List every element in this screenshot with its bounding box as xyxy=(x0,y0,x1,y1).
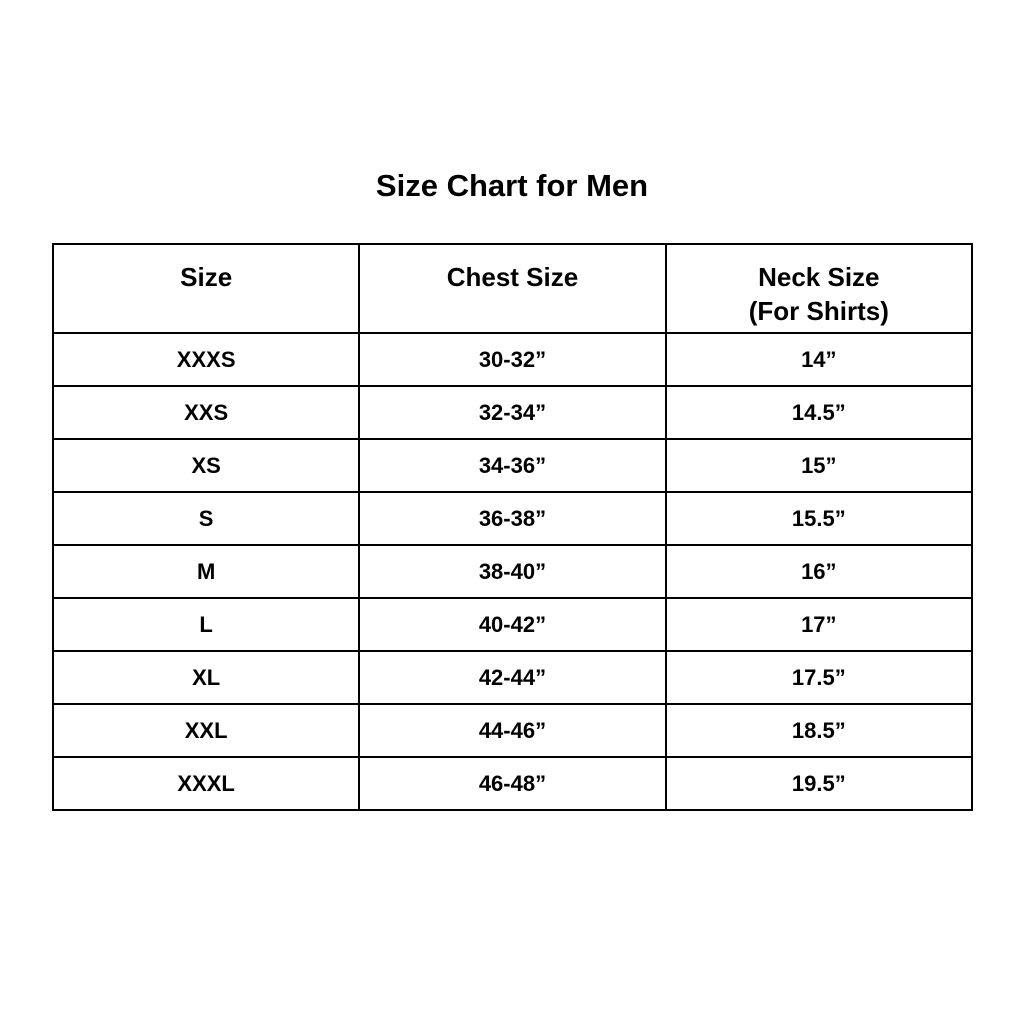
cell-neck-size: 17” xyxy=(664,597,974,652)
header-neck-size: Neck Size (For Shirts) xyxy=(664,243,974,334)
cell-neck-size: 19.5” xyxy=(664,756,974,811)
header-neck-size-label: Neck Size xyxy=(758,262,880,292)
table-row: XL 42-44” 17.5” xyxy=(51,650,974,705)
cell-chest-size: 38-40” xyxy=(358,544,667,599)
cell-chest-size: 42-44” xyxy=(358,650,667,705)
table-row: XS 34-36” 15” xyxy=(51,438,974,493)
cell-chest-size: 40-42” xyxy=(358,597,667,652)
table-row: XXL 44-46” 18.5” xyxy=(51,703,974,758)
cell-size: XXS xyxy=(51,385,361,440)
cell-size: XXXS xyxy=(51,332,361,387)
table-row: XXXL 46-48” 19.5” xyxy=(51,756,974,811)
cell-neck-size: 18.5” xyxy=(664,703,974,758)
cell-size: XXL xyxy=(51,703,361,758)
header-neck-size-note: (For Shirts) xyxy=(748,296,889,326)
cell-neck-size: 16” xyxy=(664,544,974,599)
page-title: Size Chart for Men xyxy=(375,168,649,203)
cell-neck-size: 15.5” xyxy=(664,491,974,546)
size-chart-table: Size Chest Size Neck Size (For Shirts) XX… xyxy=(51,243,974,811)
table-row: XXS 32-34” 14.5” xyxy=(51,385,974,440)
cell-chest-size: 34-36” xyxy=(358,438,667,493)
cell-chest-size: 32-34” xyxy=(358,385,667,440)
table-row: M 38-40” 16” xyxy=(51,544,974,599)
table-row: L 40-42” 17” xyxy=(51,597,974,652)
cell-size: XL xyxy=(51,650,361,705)
header-size: Size xyxy=(51,243,361,334)
table-row: XXXS 30-32” 14” xyxy=(51,332,974,387)
table-header-row: Size Chest Size Neck Size (For Shirts) xyxy=(51,243,974,334)
cell-size: S xyxy=(51,491,361,546)
cell-chest-size: 30-32” xyxy=(358,332,667,387)
table-row: S 36-38” 15.5” xyxy=(51,491,974,546)
cell-size: XS xyxy=(51,438,361,493)
cell-chest-size: 44-46” xyxy=(358,703,667,758)
cell-size: L xyxy=(51,597,361,652)
cell-size: M xyxy=(51,544,361,599)
cell-neck-size: 14” xyxy=(664,332,974,387)
cell-neck-size: 17.5” xyxy=(664,650,974,705)
cell-chest-size: 36-38” xyxy=(358,491,667,546)
cell-chest-size: 46-48” xyxy=(358,756,667,811)
cell-size: XXXL xyxy=(51,756,361,811)
header-chest-size: Chest Size xyxy=(358,243,667,334)
cell-neck-size: 14.5” xyxy=(664,385,974,440)
cell-neck-size: 15” xyxy=(664,438,974,493)
